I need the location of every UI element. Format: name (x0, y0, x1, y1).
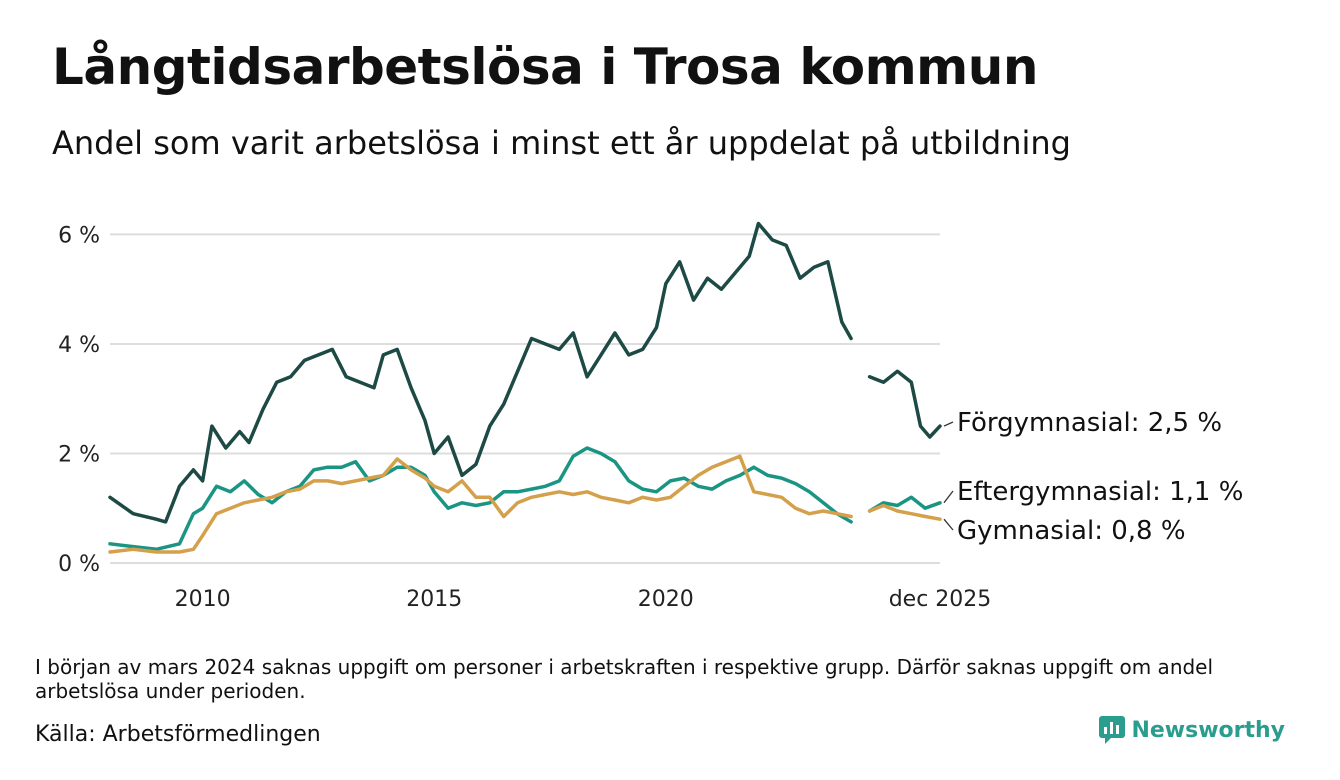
y-tick-label: 2 % (58, 442, 100, 467)
footnote: I början av mars 2024 saknas uppgift om … (35, 655, 1214, 703)
y-tick-label: 0 % (58, 552, 100, 577)
x-tick-label: dec 2025 (889, 587, 992, 612)
y-tick-label: 6 % (58, 223, 100, 248)
x-axis: 2010 2015 2020 dec 2025 (175, 587, 992, 612)
x-tick-label: 2010 (175, 587, 231, 612)
end-label-connector (943, 490, 954, 504)
line-chart: 0 % 2 % 4 % 6 % 2010 2015 2020 dec 2025 Förgym… (58, 221, 1243, 612)
newsworthy-logo: Newsworthy (1099, 716, 1285, 744)
chart-subtitle: Andel som varit arbetslösa i minst ett å… (52, 124, 1071, 162)
end-label-connector (943, 518, 954, 531)
y-tick-label: 4 % (58, 333, 100, 358)
end-label-gymnasial: Gymnasial: 0,8 % (957, 516, 1186, 546)
series-lines (108, 221, 942, 554)
x-tick-label: 2015 (406, 587, 462, 612)
chart-title: Långtidsarbetslösa i Trosa kommun (52, 38, 1038, 96)
source-text: Källa: Arbetsförmedlingen (35, 722, 321, 747)
series-line-eftergymnasial (108, 446, 942, 552)
end-label-connector (943, 421, 954, 427)
end-labels: Förgymnasial: 2,5 % Eftergymnasial: 1,1 %… (943, 408, 1243, 546)
end-label-eftergymnasial: Eftergymnasial: 1,1 % (957, 477, 1243, 507)
newsworthy-icon (1099, 716, 1126, 744)
y-axis: 0 % 2 % 4 % 6 % (58, 223, 100, 577)
grid-lines (110, 233, 940, 564)
series-line-gymnasial (108, 454, 942, 554)
x-tick-label: 2020 (638, 587, 694, 612)
brand-name: Newsworthy (1131, 717, 1285, 743)
end-label-förgymnasial: Förgymnasial: 2,5 % (957, 408, 1222, 438)
series-line-förgymnasial (108, 221, 942, 524)
